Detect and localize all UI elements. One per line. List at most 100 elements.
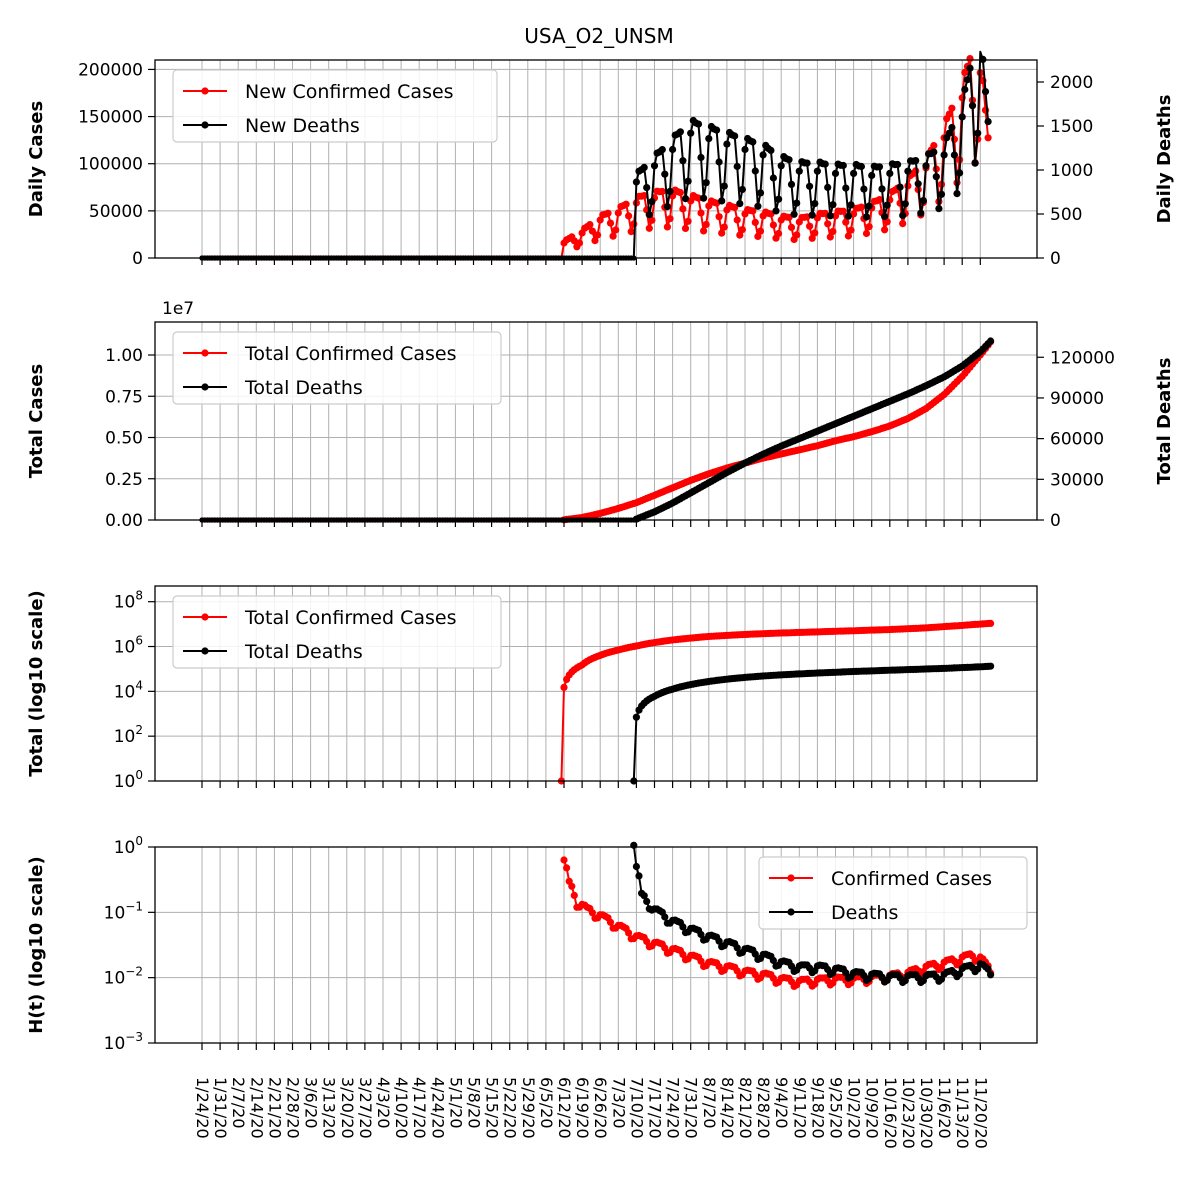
- y-tick-label: 0.00: [105, 511, 143, 531]
- y-tick-label: 100000: [78, 155, 143, 175]
- data-point: [987, 619, 995, 628]
- data-point: [640, 163, 648, 171]
- x-tick-label: 3/13/20: [320, 1077, 339, 1139]
- data-point: [606, 918, 615, 926]
- data-point: [697, 153, 705, 162]
- data-point: [847, 226, 855, 234]
- x-tick-label: 10/16/20: [881, 1077, 900, 1149]
- legend-label: New Confirmed Cases: [245, 81, 454, 103]
- data-point: [961, 85, 969, 94]
- legend-label: Total Confirmed Cases: [244, 607, 457, 629]
- data-point: [679, 157, 687, 165]
- data-point: [981, 88, 990, 96]
- data-point: [650, 162, 659, 170]
- y-tick-label: 100: [114, 768, 143, 792]
- data-point: [718, 229, 726, 237]
- data-point: [669, 145, 677, 154]
- data-point: [935, 205, 943, 213]
- data-point: [648, 216, 656, 224]
- data-point: [961, 68, 969, 76]
- data-point: [795, 167, 803, 175]
- data-point: [950, 151, 959, 159]
- data-point: [881, 226, 889, 234]
- data-point: [865, 223, 873, 231]
- x-tick-label: 8/28/20: [754, 1077, 773, 1139]
- data-point: [612, 226, 620, 234]
- data-point: [684, 217, 692, 225]
- x-tick-label: 7/10/20: [627, 1077, 646, 1139]
- y-axis-label: H(t) (log10 scale): [26, 856, 47, 1034]
- y-tick-label: 0: [132, 249, 143, 269]
- y-tick-label: 108: [114, 589, 143, 613]
- legend-marker: [201, 383, 209, 391]
- data-point: [829, 227, 837, 236]
- data-point: [904, 167, 912, 175]
- x-tick-label: 5/8/20: [465, 1077, 484, 1129]
- data-point: [826, 233, 834, 241]
- data-point: [715, 158, 723, 166]
- y-tick-label: 104: [114, 678, 143, 702]
- data-point: [963, 76, 972, 84]
- x-tick-label: 8/21/20: [736, 1077, 755, 1139]
- data-point: [588, 909, 597, 917]
- y-tick-label: 10−3: [104, 1030, 143, 1054]
- legend-marker: [201, 87, 209, 95]
- data-point: [806, 222, 814, 230]
- data-point: [676, 128, 685, 136]
- x-tick-label: 3/27/20: [356, 1077, 375, 1139]
- x-tick-label: 8/7/20: [700, 1077, 719, 1129]
- data-point: [632, 178, 641, 186]
- data-point: [860, 185, 868, 193]
- data-point: [862, 229, 871, 238]
- y-tick-label: 0.25: [105, 470, 143, 490]
- data-point: [705, 135, 713, 143]
- y-axis-label-right: Daily Deaths: [1154, 95, 1175, 224]
- x-tick-label: 5/22/20: [501, 1077, 520, 1139]
- x-tick-label: 10/23/20: [899, 1077, 918, 1149]
- data-point: [625, 929, 633, 937]
- legend-marker: [201, 349, 209, 357]
- data-point: [759, 151, 767, 159]
- x-tick-label: 4/24/20: [428, 1077, 447, 1139]
- data-point: [640, 892, 648, 900]
- data-point: [563, 864, 571, 872]
- y-tick-label: 1.00: [105, 346, 143, 366]
- legend-box: [172, 331, 502, 405]
- y-tick-label-right: 1500: [1050, 117, 1093, 137]
- data-point: [831, 169, 840, 177]
- data-point: [635, 872, 643, 880]
- data-point: [919, 197, 928, 205]
- data-point: [733, 944, 741, 952]
- data-point: [824, 220, 832, 228]
- data-point: [679, 205, 687, 213]
- data-point: [648, 198, 656, 206]
- data-point: [777, 162, 785, 170]
- y-tick-label-right: 0: [1050, 511, 1061, 531]
- data-point: [839, 207, 847, 215]
- data-point: [697, 209, 705, 217]
- data-point: [956, 970, 964, 978]
- data-point: [945, 110, 953, 118]
- data-point: [842, 218, 850, 226]
- data-point: [785, 156, 793, 164]
- data-point: [715, 213, 723, 221]
- y-tick-label: 106: [114, 634, 143, 658]
- data-point: [663, 203, 672, 211]
- x-tick-label: 4/17/20: [410, 1077, 429, 1139]
- data-point: [948, 104, 956, 112]
- data-point: [630, 841, 638, 849]
- legend-label: Total Deaths: [244, 641, 363, 663]
- x-tick-label: 10/2/20: [845, 1077, 864, 1139]
- data-point: [865, 202, 873, 210]
- data-point: [718, 197, 726, 205]
- legend: Confirmed Cases Deaths: [758, 856, 1028, 930]
- data-point: [731, 203, 739, 211]
- data-point: [694, 120, 703, 128]
- y-tick-label: 50000: [89, 202, 143, 222]
- legend-marker: [201, 647, 209, 655]
- x-tick-label: 7/17/20: [646, 1077, 665, 1139]
- data-point: [643, 184, 651, 192]
- data-point: [720, 223, 728, 231]
- legend: Total Confirmed Cases Total Deaths: [172, 595, 502, 669]
- legend-marker: [787, 874, 795, 882]
